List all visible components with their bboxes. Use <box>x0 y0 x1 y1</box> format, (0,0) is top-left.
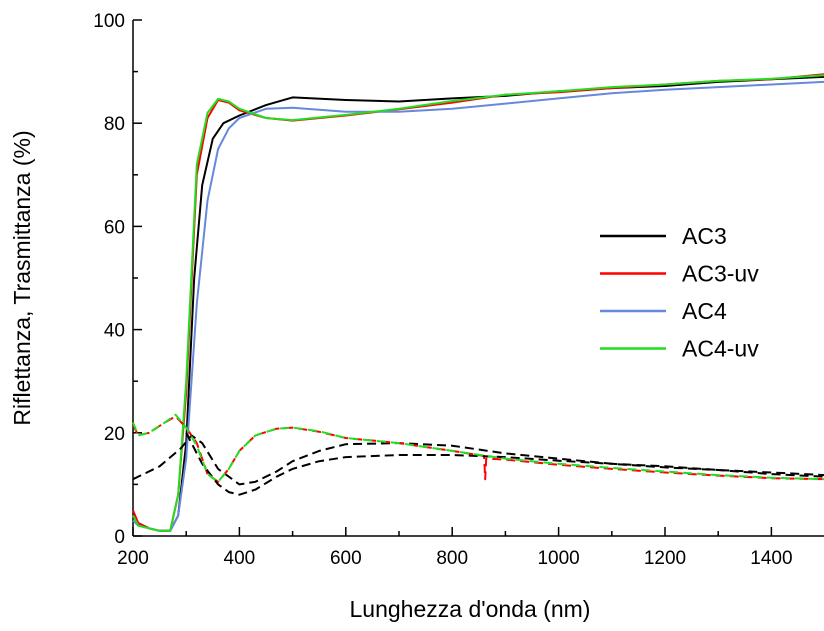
x-tick-label: 600 <box>330 548 362 569</box>
legend-label: AC4 <box>682 298 727 324</box>
x-tick-label: 400 <box>224 548 256 569</box>
x-tick-label: 1200 <box>644 548 686 569</box>
legend-label: AC4-uv <box>682 336 759 362</box>
legend-label: AC3-uv <box>682 261 759 287</box>
plot-area: 200 400 600 800 1000 1200 1400 0 20 40 60 80 100 <box>93 11 824 569</box>
legend-label: AC3 <box>682 223 727 249</box>
x-tick-label: 1400 <box>750 548 792 569</box>
y-tick-label: 40 <box>104 321 125 342</box>
y-tick-label: 100 <box>93 11 125 32</box>
y-tick-label: 20 <box>104 424 125 445</box>
y-tick-label: 60 <box>104 217 125 238</box>
y-axis-title: Riflettanza, Trasmittanza (%) <box>9 130 35 425</box>
legend: AC3 AC3-uv AC4 AC4-uv <box>600 223 759 362</box>
series-reflectance-ac3-uv <box>132 415 824 483</box>
series-reflectance-ac3 <box>132 434 824 486</box>
tick-labels: 200 400 600 800 1000 1200 1400 0 20 40 60 80 100 <box>93 11 792 569</box>
y-tick-label: 0 <box>114 527 125 548</box>
series-transmittance-ac4-uv <box>132 74 824 532</box>
series-group <box>132 73 824 532</box>
x-tick-label: 800 <box>436 548 468 569</box>
x-tick-label: 200 <box>117 548 149 569</box>
series-reflectance-ac4 <box>185 432 824 496</box>
series-reflectance-ac4-uv <box>132 413 824 483</box>
x-axis-title: Lunghezza d'onda (nm) <box>350 596 591 622</box>
x-tick-label: 1000 <box>537 548 579 569</box>
y-tick-label: 80 <box>104 114 125 135</box>
